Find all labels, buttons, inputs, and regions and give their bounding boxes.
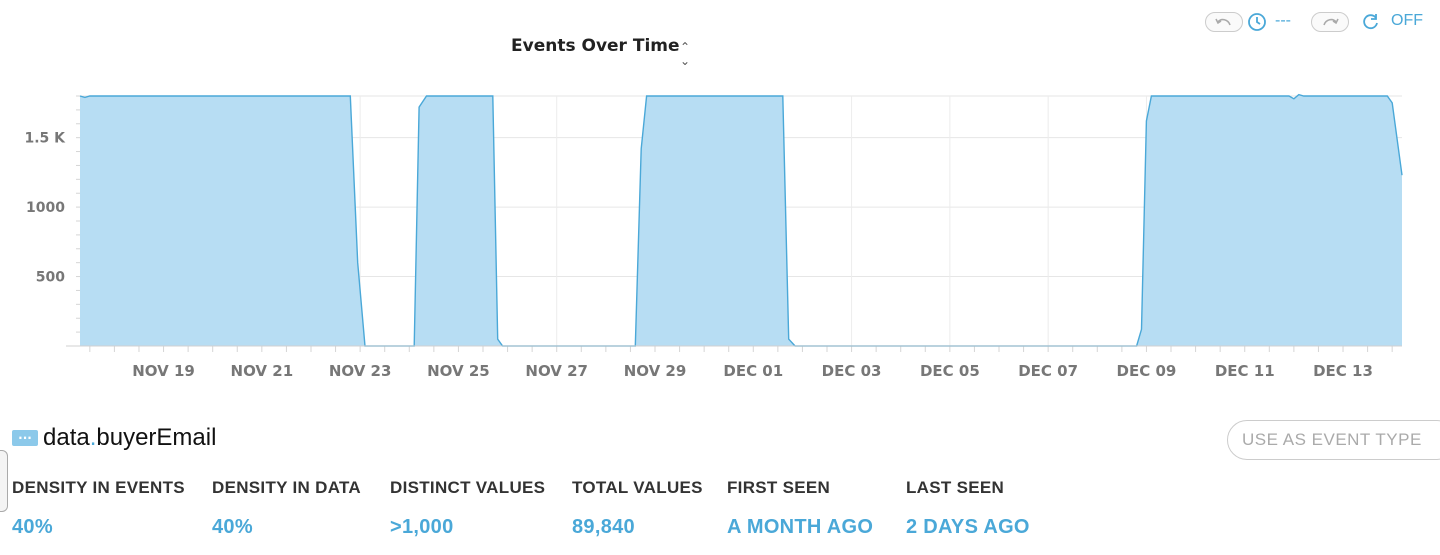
stat-label: TOTAL VALUES [572, 478, 703, 497]
ellipsis-field-icon: ··· [12, 430, 38, 446]
stat-first-seen: FIRST SEEN A MONTH AGO [727, 478, 873, 539]
stat-value: 40% [12, 516, 53, 538]
undo-icon [1215, 18, 1231, 26]
stat-label: DENSITY IN EVENTS [12, 478, 185, 497]
series-area [80, 94, 1402, 346]
series-line [79, 93, 1403, 347]
y-tick-label: 500 [36, 270, 65, 286]
undo-button[interactable] [1205, 12, 1243, 32]
redo-icon [1323, 18, 1339, 26]
field-name-suffix: buyerEmail [96, 424, 217, 451]
x-tick-label: DEC 07 [1018, 362, 1078, 380]
stat-label: LAST SEEN [906, 478, 1005, 497]
x-tick-label: NOV 29 [624, 362, 687, 380]
stat-value: A MONTH AGO [727, 516, 874, 538]
stat-label: DISTINCT VALUES [390, 478, 546, 497]
stat-density-in-events: DENSITY IN EVENTS 40% [12, 478, 185, 539]
stat-value: 89,840 [572, 516, 635, 538]
stat-label: FIRST SEEN [727, 478, 831, 497]
stat-value: 40% [212, 516, 253, 538]
live-toggle[interactable]: OFF [1391, 12, 1423, 29]
x-tick-label: DEC 03 [822, 362, 882, 380]
time-controls: --- OFF [1205, 8, 1430, 36]
x-tick-label: DEC 11 [1215, 362, 1275, 380]
side-panel-handle[interactable] [0, 450, 8, 512]
field-name-prefix: data [43, 424, 90, 451]
stat-last-seen: LAST SEEN 2 DAYS AGO [906, 478, 1030, 539]
x-tick-label: NOV 27 [525, 362, 588, 380]
clock-icon[interactable] [1247, 12, 1267, 32]
x-tick-label: DEC 13 [1313, 362, 1373, 380]
field-name: data.buyerEmail [43, 424, 216, 452]
stat-total-values: TOTAL VALUES 89,840 [572, 478, 703, 539]
y-tick-label: 1000 [26, 200, 65, 216]
stat-value: 2 DAYS AGO [906, 516, 1030, 538]
x-tick-label: DEC 01 [723, 362, 783, 380]
chart-title: Events Over Time [511, 36, 680, 56]
field-name-dot: . [89, 424, 97, 451]
x-tick-label: NOV 25 [427, 362, 490, 380]
chevron-up-down-icon[interactable]: ⌃ ⌄ [680, 40, 691, 68]
refresh-icon[interactable] [1361, 12, 1381, 32]
x-tick-label: DEC 05 [920, 362, 980, 380]
stat-distinct-values: DISTINCT VALUES >1,000 [390, 478, 545, 539]
field-header: ··· data.buyerEmail [12, 424, 216, 452]
x-tick-label: NOV 21 [231, 362, 294, 380]
x-tick-label: DEC 09 [1117, 362, 1177, 380]
stat-density-in-data: DENSITY IN DATA 40% [212, 478, 361, 539]
y-tick-label: 1.5 K [24, 131, 66, 147]
stat-label: DENSITY IN DATA [212, 478, 362, 497]
x-tick-label: NOV 19 [132, 362, 195, 380]
x-tick-label: NOV 23 [329, 362, 392, 380]
time-range-text[interactable]: --- [1275, 12, 1291, 29]
use-as-event-type-button[interactable]: USE AS EVENT TYPE [1227, 420, 1440, 460]
stat-value[interactable]: >1,000 [390, 516, 454, 538]
events-over-time-chart: 500 1000 1.5 K NOV 19 NOV 21 NOV 23 NOV 25 NOV … [24, 93, 1403, 380]
redo-button[interactable] [1311, 12, 1349, 32]
